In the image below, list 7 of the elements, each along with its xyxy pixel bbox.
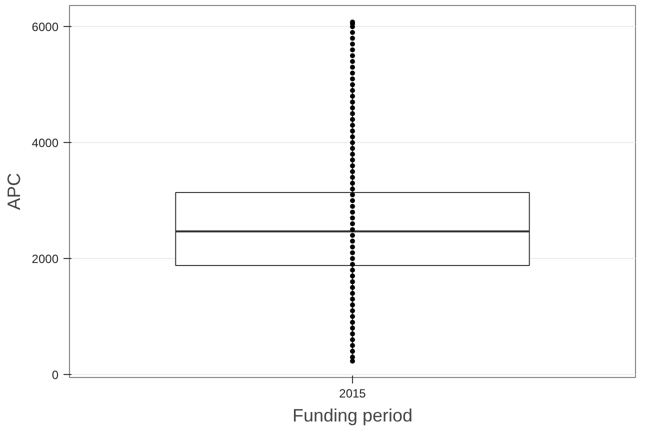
y-tick-label: 2000 [32, 252, 59, 266]
y-tick-label: 6000 [32, 20, 59, 34]
x-tick-label: 2015 [339, 386, 366, 400]
y-tick-label: 4000 [32, 136, 59, 150]
x-axis-title: Funding period [292, 406, 413, 426]
y-tick-label: 0 [52, 368, 59, 382]
y-axis-title: APC [4, 172, 24, 210]
